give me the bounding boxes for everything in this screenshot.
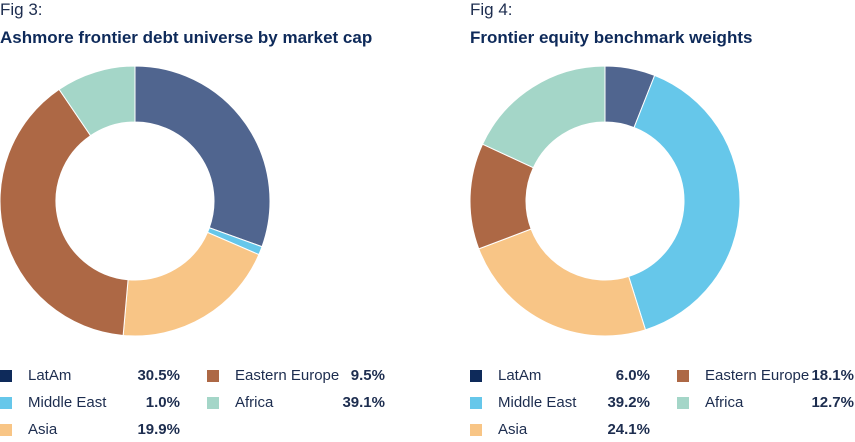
donut-slice-middle-east	[628, 74, 741, 331]
legend-value: 12.7%	[811, 394, 854, 411]
donut-slice-africa	[0, 88, 129, 337]
legend-item: Asia 24.1%	[470, 420, 650, 440]
legend-value: 24.1%	[607, 421, 650, 438]
legend-value: 18.1%	[811, 367, 854, 384]
legend-swatch	[0, 397, 12, 409]
legend-label: Middle East	[498, 394, 577, 411]
legend-item: Eastern Europe 9.5%	[207, 366, 385, 386]
legend-value: 1.0%	[145, 394, 180, 411]
donut-slice-latam	[134, 65, 271, 248]
legend-swatch	[470, 397, 482, 409]
legend-label: Middle East	[28, 394, 107, 411]
donut-chart	[469, 65, 741, 337]
legend-value: 9.5%	[350, 367, 385, 384]
legend-item: Middle East 1.0%	[0, 393, 180, 413]
donut-slice-asia	[122, 231, 260, 337]
donut-chart	[0, 65, 271, 337]
legend-item: Middle East 39.2%	[470, 393, 650, 413]
legend-item: Asia 19.9%	[0, 420, 180, 440]
legend-value: 39.1%	[342, 394, 385, 411]
donut-slice-eastern-europe	[58, 65, 136, 137]
legend-swatch	[470, 424, 482, 436]
figure-label: Fig 4:	[470, 0, 513, 19]
donut-slice-asia	[478, 228, 647, 337]
legend-label: LatAm	[498, 367, 542, 384]
chart-panel-fig3: Fig 3: Ashmore frontier debt universe by…	[0, 0, 420, 442]
legend-item: Africa 12.7%	[677, 393, 854, 413]
legend-label: LatAm	[28, 367, 72, 384]
legend-item: LatAm 6.0%	[470, 366, 650, 386]
legend-label: Eastern Europe	[705, 367, 810, 384]
legend-swatch	[0, 370, 12, 382]
legend-swatch	[677, 370, 689, 382]
legend-value: 6.0%	[615, 367, 650, 384]
chart-panel-fig4: Fig 4: Frontier equity benchmark weights…	[469, 0, 855, 442]
legend-item: Eastern Europe 18.1%	[677, 366, 854, 386]
legend-label: Asia	[498, 421, 528, 438]
legend-value: 30.5%	[137, 367, 180, 384]
legend-label: Africa	[235, 394, 274, 411]
figure-label: Fig 3:	[0, 0, 43, 19]
legend-swatch	[207, 397, 219, 409]
legend-label: Asia	[28, 421, 58, 438]
chart-title: Ashmore frontier debt universe by market…	[0, 28, 373, 47]
legend-label: Eastern Europe	[235, 367, 340, 384]
legend-swatch	[470, 370, 482, 382]
legend-label: Africa	[705, 394, 744, 411]
legend-swatch	[207, 370, 219, 382]
chart-title: Frontier equity benchmark weights	[470, 28, 753, 47]
legend-value: 39.2%	[607, 394, 650, 411]
legend-item: LatAm 30.5%	[0, 366, 180, 386]
donut-slice-eastern-europe	[481, 65, 606, 169]
legend-swatch	[0, 424, 12, 436]
legend-swatch	[677, 397, 689, 409]
legend-item: Africa 39.1%	[207, 393, 385, 413]
legend-value: 19.9%	[137, 421, 180, 438]
